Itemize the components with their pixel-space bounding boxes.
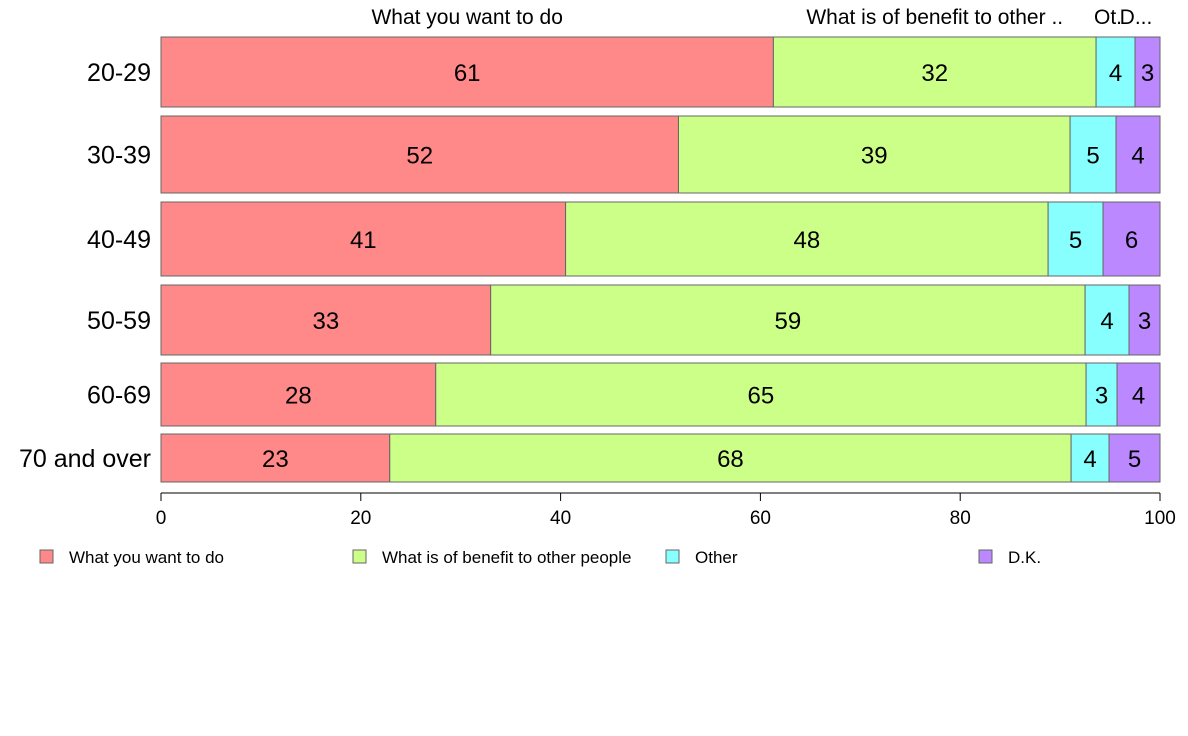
legend-label: What you want to do: [69, 548, 224, 567]
legend-swatch: [39, 549, 54, 564]
bar-segment: [160, 115, 679, 194]
x-tick-label: 40: [550, 508, 571, 529]
data-label: 6: [1125, 227, 1138, 254]
bar-segment: [1102, 201, 1161, 277]
data-label: 4: [1109, 60, 1122, 87]
column-header: What you want to do: [371, 6, 562, 29]
bar-segment: [160, 362, 437, 427]
bar-segment: [1134, 36, 1161, 108]
category-labels: 20-29 30-39 40-49 50-59 60-69 70 and over: [19, 59, 151, 473]
data-label: 59: [775, 308, 802, 335]
x-tick-label: 20: [350, 508, 371, 529]
category-label: 50-59: [87, 307, 151, 335]
column-headers: What you want to do What is of benefit to…: [371, 6, 1152, 29]
category-label: 70 and over: [19, 445, 151, 473]
bar-segment: [490, 284, 1086, 356]
bar-segment: [160, 36, 774, 108]
category-label: 40-49: [87, 226, 151, 254]
data-label: 4: [1132, 383, 1145, 410]
bar-segment: [160, 433, 391, 483]
legend-swatch: [978, 549, 993, 564]
bar-segment: [1095, 36, 1136, 108]
legend-swatch: [665, 549, 680, 564]
legend-label: Other: [695, 548, 738, 567]
data-label: 5: [1086, 143, 1099, 170]
bars: 61 32 4 352 39 5 441 48 5 633 59 4 328 65 3 423 68 4 5: [160, 36, 1161, 483]
data-label: 5: [1128, 446, 1141, 473]
data-label: 33: [312, 308, 339, 335]
x-tick-label: 60: [750, 508, 771, 529]
data-label: 4: [1083, 446, 1096, 473]
category-label: 60-69: [87, 382, 151, 410]
bar-segment: [1128, 284, 1161, 356]
bar-segment: [435, 362, 1087, 427]
legend: What you want to do What is of benefit to…: [39, 548, 1041, 567]
legend-swatch: [352, 549, 367, 564]
bar-segment: [772, 36, 1097, 108]
data-label: 48: [794, 227, 821, 254]
bar-segment: [677, 115, 1071, 194]
bar-segment: [1069, 115, 1117, 194]
data-label: 52: [406, 143, 433, 170]
data-label: 4: [1100, 308, 1113, 335]
data-label: 65: [748, 383, 775, 410]
category-label: 20-29: [87, 59, 151, 87]
column-header: D...: [1120, 6, 1153, 29]
data-label: 4: [1131, 143, 1144, 170]
legend-label: What is of benefit to other people: [382, 548, 632, 567]
bar-segment: [1108, 433, 1161, 483]
data-label: 3: [1138, 308, 1151, 335]
data-label: 32: [921, 60, 948, 87]
bar-segment: [1115, 115, 1161, 194]
data-label: 68: [717, 446, 744, 473]
x-tick-label: 100: [1144, 508, 1176, 529]
bar-segment: [389, 433, 1072, 483]
data-label: 23: [262, 446, 289, 473]
data-label: 5: [1069, 227, 1082, 254]
bar-segment: [160, 201, 567, 277]
data-label: 61: [454, 60, 481, 87]
bar-segment: [1116, 362, 1161, 427]
x-tick-label: 0: [156, 508, 167, 529]
bar-segment: [1070, 433, 1110, 483]
bar-segment: [1085, 362, 1118, 427]
bar-segment: [160, 284, 492, 356]
column-header: What is of benefit to other ..: [806, 6, 1063, 29]
data-label: 3: [1095, 383, 1108, 410]
x-tick-label: 80: [950, 508, 971, 529]
data-label: 41: [350, 227, 377, 254]
bar-segment: [565, 201, 1049, 277]
x-axis: 0 20 40 60 80 100: [156, 492, 1176, 529]
legend-label: D.K.: [1008, 548, 1041, 567]
data-label: 39: [861, 143, 888, 170]
column-header: Ot.: [1094, 6, 1122, 29]
category-label: 30-39: [87, 142, 151, 170]
data-label: 3: [1141, 60, 1154, 87]
data-label: 28: [285, 383, 312, 410]
